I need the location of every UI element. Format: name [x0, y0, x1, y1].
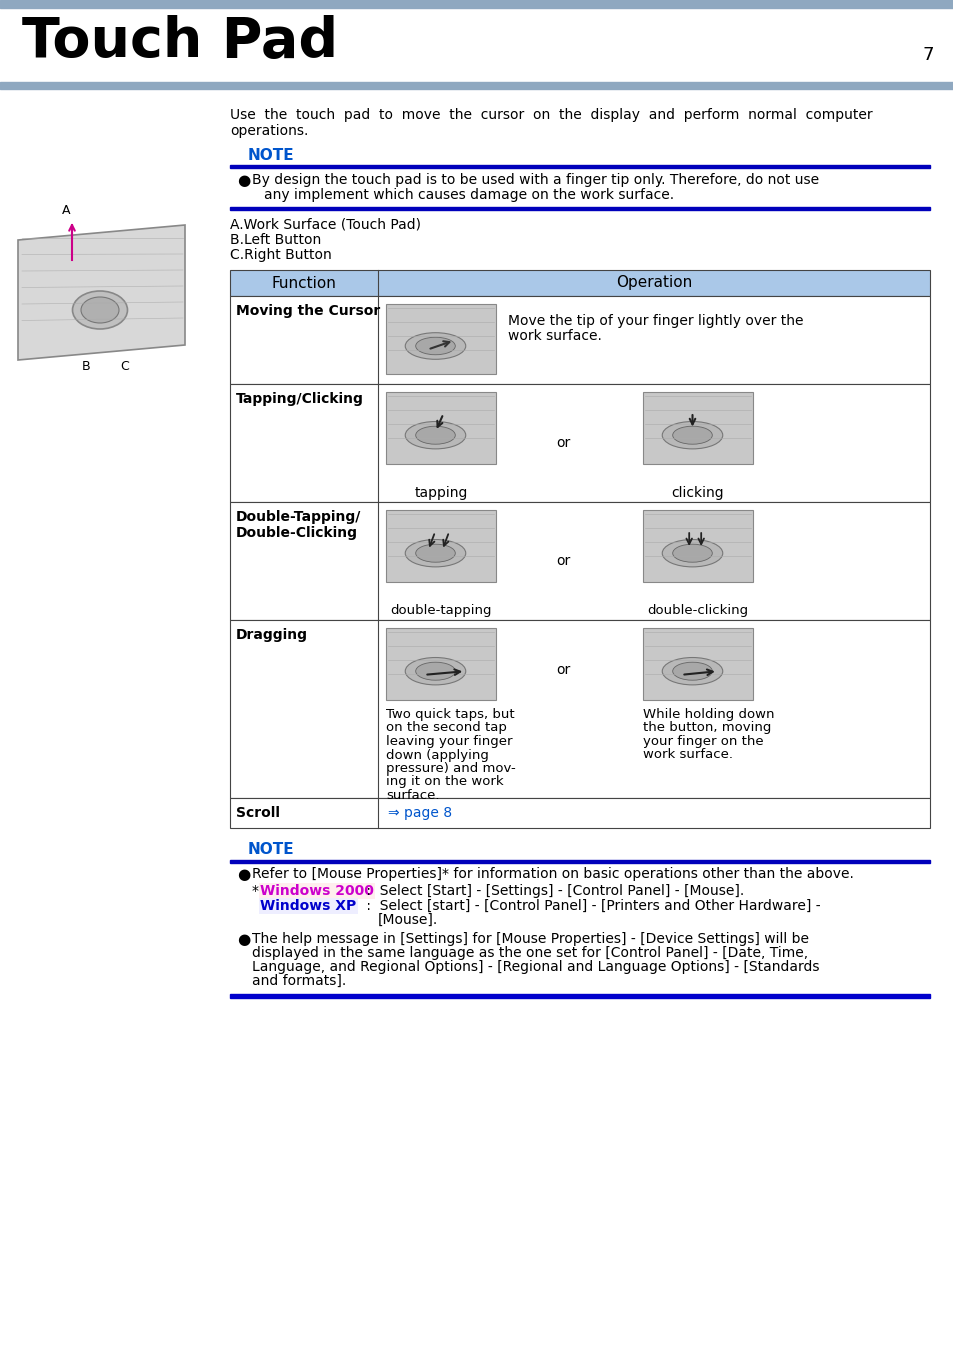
Text: C: C	[120, 359, 129, 373]
Text: ⇒ page 8: ⇒ page 8	[388, 807, 452, 820]
Text: and formats].: and formats].	[252, 974, 346, 988]
Ellipse shape	[405, 658, 465, 685]
Text: Two quick taps, but: Two quick taps, but	[386, 708, 514, 721]
Text: ●: ●	[236, 867, 250, 882]
Text: operations.: operations.	[230, 124, 308, 138]
Text: displayed in the same language as the one set for [Control Panel] - [Date, Time,: displayed in the same language as the on…	[252, 946, 807, 961]
Text: surface.: surface.	[386, 789, 439, 802]
Text: or: or	[556, 436, 570, 450]
Bar	[642, 509, 752, 582]
Text: ing it on the work: ing it on the work	[386, 775, 503, 789]
Text: B: B	[82, 359, 91, 373]
Bar	[230, 270, 929, 296]
Text: :  Select [Start] - [Settings] - [Control Panel] - [Mouse].: : Select [Start] - [Settings] - [Control…	[361, 884, 743, 898]
Ellipse shape	[416, 338, 455, 355]
Text: Scroll: Scroll	[235, 807, 280, 820]
Text: the button, moving: the button, moving	[642, 721, 771, 735]
Ellipse shape	[416, 662, 455, 680]
Ellipse shape	[81, 297, 119, 323]
Polygon shape	[18, 226, 185, 359]
Bar	[230, 384, 929, 503]
Text: Function: Function	[272, 276, 336, 290]
Ellipse shape	[661, 422, 722, 449]
Text: Moving the Cursor: Moving the Cursor	[235, 304, 380, 317]
Bar	[230, 861, 929, 862]
Text: A.Work Surface (Touch Pad): A.Work Surface (Touch Pad)	[230, 218, 420, 232]
Bar	[230, 207, 929, 209]
Text: double-tapping: double-tapping	[390, 604, 491, 617]
Bar	[642, 392, 752, 463]
Ellipse shape	[72, 290, 128, 330]
Bar	[230, 503, 929, 620]
Ellipse shape	[416, 426, 455, 444]
Text: *: *	[252, 884, 258, 898]
Text: Dragging: Dragging	[235, 628, 308, 642]
Text: A: A	[62, 204, 71, 218]
Text: leaving your finger: leaving your finger	[386, 735, 512, 748]
Text: While holding down: While holding down	[642, 708, 774, 721]
Text: Windows XP: Windows XP	[260, 898, 355, 913]
Text: down (applying: down (applying	[386, 748, 488, 762]
Text: or: or	[556, 663, 570, 677]
Text: Double-Clicking: Double-Clicking	[235, 526, 357, 540]
Bar	[386, 304, 496, 374]
Text: The help message in [Settings] for [Mouse Properties] - [Device Settings] will b: The help message in [Settings] for [Mous…	[252, 932, 808, 946]
Bar	[230, 620, 929, 798]
Bar	[230, 798, 929, 828]
Ellipse shape	[416, 544, 455, 562]
Text: on the second tap: on the second tap	[386, 721, 506, 735]
Ellipse shape	[672, 426, 712, 444]
Bar	[0, 82, 953, 89]
Text: Language, and Regional Options] - [Regional and Language Options] - [Standards: Language, and Regional Options] - [Regio…	[252, 961, 819, 974]
Text: Use  the  touch  pad  to  move  the  cursor  on  the  display  and  perform  nor: Use the touch pad to move the cursor on …	[230, 108, 872, 122]
Bar	[230, 296, 929, 384]
Text: Move the tip of your finger lightly over the: Move the tip of your finger lightly over…	[507, 313, 802, 328]
Text: ●: ●	[236, 932, 250, 947]
Bar	[0, 0, 953, 8]
Text: :  Select [start] - [Control Panel] - [Printers and Other Hardware] -: : Select [start] - [Control Panel] - [Pr…	[361, 898, 820, 913]
Text: or: or	[556, 554, 570, 567]
Text: By design the touch pad is to be used with a finger tip only. Therefore, do not : By design the touch pad is to be used wi…	[252, 173, 819, 186]
Ellipse shape	[405, 539, 465, 567]
Ellipse shape	[672, 662, 712, 680]
Ellipse shape	[661, 539, 722, 567]
Bar	[386, 509, 496, 582]
Ellipse shape	[661, 658, 722, 685]
Text: any implement which causes damage on the work surface.: any implement which causes damage on the…	[264, 188, 674, 203]
Text: clicking: clicking	[671, 486, 723, 500]
Text: work surface.: work surface.	[507, 330, 601, 343]
Text: Windows 2000: Windows 2000	[260, 884, 374, 898]
Bar	[230, 165, 929, 168]
Ellipse shape	[405, 422, 465, 449]
Ellipse shape	[405, 332, 465, 359]
Text: C.Right Button: C.Right Button	[230, 249, 332, 262]
Text: Double-Tapping/: Double-Tapping/	[235, 509, 361, 524]
Text: Touch Pad: Touch Pad	[22, 15, 337, 69]
Bar	[386, 392, 496, 463]
Text: Tapping/Clicking: Tapping/Clicking	[235, 392, 363, 407]
Text: [Mouse].: [Mouse].	[377, 913, 437, 927]
Text: NOTE: NOTE	[248, 149, 294, 163]
Text: Refer to [Mouse Properties]* for information on basic operations other than the : Refer to [Mouse Properties]* for informa…	[252, 867, 853, 881]
Text: tapping: tapping	[414, 486, 467, 500]
Ellipse shape	[672, 544, 712, 562]
Bar	[230, 994, 929, 997]
Text: work surface.: work surface.	[642, 748, 732, 762]
Bar	[386, 628, 496, 700]
Text: Operation: Operation	[616, 276, 691, 290]
Text: pressure) and mov-: pressure) and mov-	[386, 762, 516, 775]
Bar	[642, 628, 752, 700]
Text: ●: ●	[236, 173, 250, 188]
Text: your finger on the: your finger on the	[642, 735, 762, 748]
Text: NOTE: NOTE	[248, 842, 294, 857]
Text: B.Left Button: B.Left Button	[230, 232, 321, 247]
Text: double-clicking: double-clicking	[647, 604, 748, 617]
Text: 7: 7	[922, 46, 933, 63]
